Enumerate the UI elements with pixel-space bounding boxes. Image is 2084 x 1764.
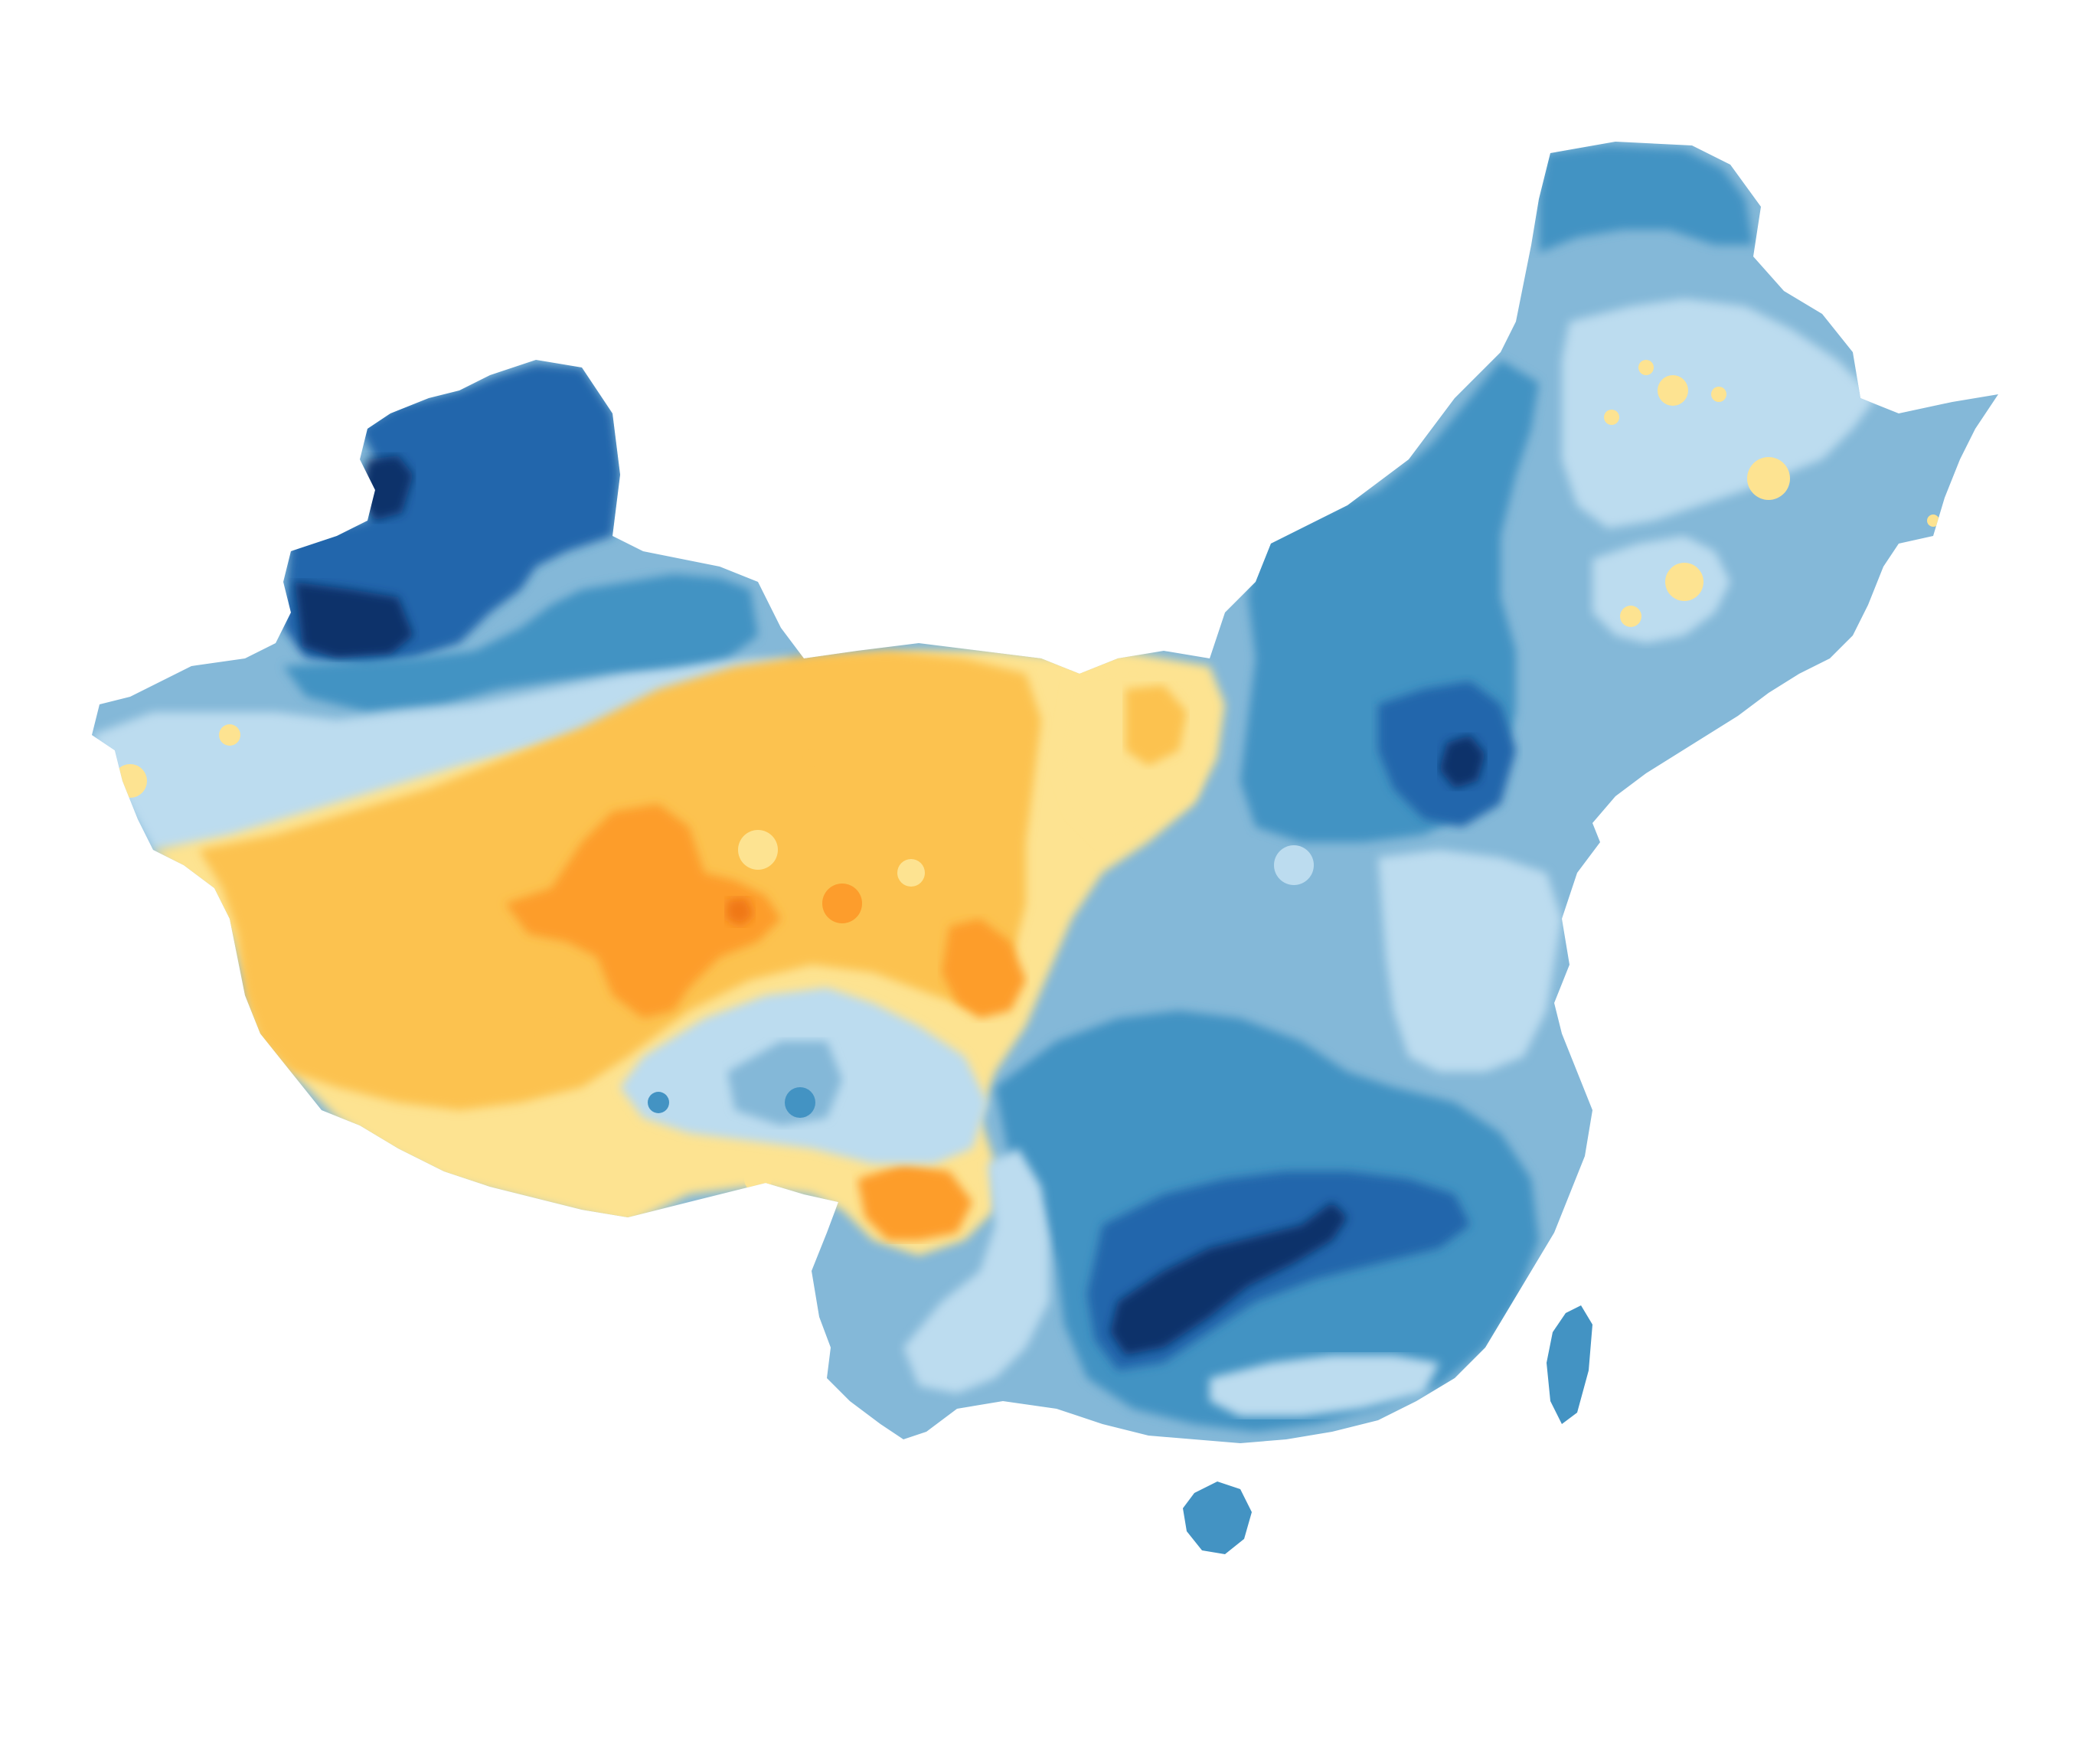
contour-spot [1638, 360, 1654, 375]
contour-spot [1620, 606, 1641, 627]
contour-spot [1665, 563, 1703, 601]
contour-spot [897, 859, 925, 887]
northeast-pale-blue-zone [1562, 299, 1876, 528]
contour-spot [648, 1092, 669, 1113]
south-coast-pale-blue-zone [1210, 1355, 1439, 1416]
contour-spot [1604, 410, 1619, 425]
central-orange-zone [505, 804, 781, 1018]
contour-spot [1927, 514, 1939, 527]
contour-layers [92, 145, 1939, 1432]
north-china-plain-pale-blue [1378, 850, 1562, 1072]
taiwan-island [1547, 1305, 1592, 1424]
contour-spot [113, 764, 147, 798]
south-orange-zone [857, 1164, 972, 1240]
contour-spot [1747, 457, 1790, 500]
nw-darkest-blue-zone-2 [360, 456, 413, 521]
contour-spot [355, 876, 380, 900]
contour-spot [534, 1017, 568, 1050]
southwest-pale-blue-zone [903, 1148, 1049, 1393]
south-china-darkest-blue-core [1110, 1202, 1347, 1355]
north-light-orange-spot [1125, 685, 1187, 766]
xinjiang-mid-blue-band [283, 574, 758, 712]
contour-spot [738, 830, 778, 870]
dark-orange-spot [726, 897, 754, 926]
contour-spot [219, 724, 240, 746]
northeast-darkest-blue-spot [1439, 735, 1485, 789]
east-orange-zone [942, 919, 1026, 1018]
contour-spot [802, 749, 821, 767]
contour-spot [1658, 375, 1688, 406]
contour-spot [744, 1165, 772, 1193]
hainan-island [1183, 1481, 1252, 1554]
contour-spot [822, 884, 862, 923]
nw-dark-blue-zone [283, 364, 620, 666]
contour-spot [1274, 845, 1314, 885]
contour-spot [785, 1087, 815, 1118]
nw-darkest-blue-zone-1 [295, 582, 413, 658]
heilongjiang-mid-blue-zone [1539, 145, 1753, 253]
contour-spot [1711, 387, 1726, 402]
